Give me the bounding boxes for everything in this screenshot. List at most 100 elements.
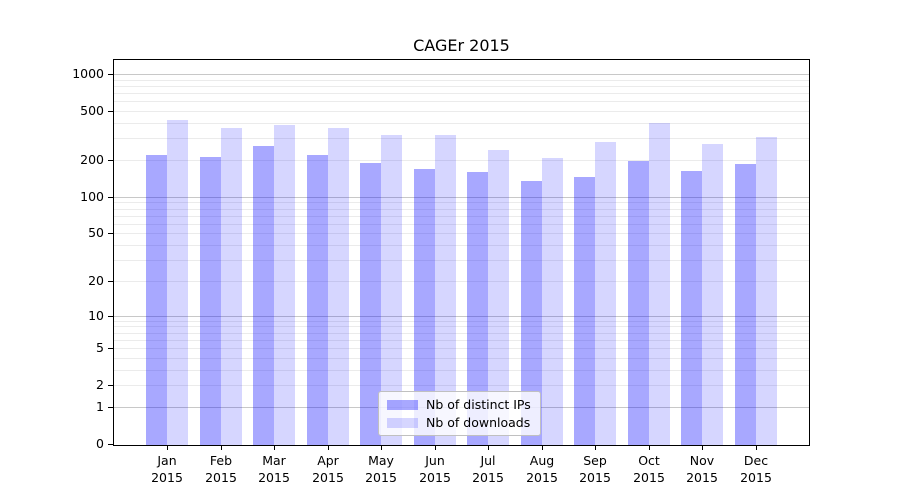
bar-jul-downloads	[488, 150, 509, 445]
y-tick-label-10: 10	[88, 308, 104, 323]
y-axis-tick	[108, 197, 113, 198]
x-tick-label-sep: Sep 2015	[579, 453, 611, 485]
y-axis-tick	[108, 111, 113, 112]
y-axis-tick	[108, 233, 113, 234]
gridline	[114, 209, 809, 210]
gridline	[114, 321, 809, 322]
chart-title: CAGEr 2015	[413, 36, 510, 55]
gridline	[114, 385, 809, 386]
bar-apr-distinct-ips	[307, 155, 328, 445]
gridline	[114, 281, 809, 282]
x-axis-tick	[221, 446, 222, 450]
bar-oct-downloads	[649, 123, 670, 445]
y-axis-tick	[108, 385, 113, 386]
bar-sep-downloads	[595, 142, 616, 445]
gridline	[114, 333, 809, 334]
gridline	[114, 340, 809, 341]
x-tick-label-aug: Aug 2015	[526, 453, 558, 485]
y-axis-tick	[108, 281, 113, 282]
x-axis-tick	[488, 446, 489, 450]
gridline	[114, 74, 809, 75]
gridline	[114, 111, 809, 112]
y-tick-label-200: 200	[80, 152, 104, 167]
gridline	[114, 93, 809, 94]
x-tick-label-jul: Jul 2015	[472, 453, 504, 485]
legend-swatch-distinct-ips	[387, 399, 418, 410]
bar-jun-distinct-ips	[414, 169, 435, 445]
plot-area	[113, 59, 810, 446]
x-axis-tick	[328, 446, 329, 450]
y-tick-label-1: 1	[96, 399, 104, 414]
gridline	[114, 358, 809, 359]
y-tick-label-5: 5	[96, 340, 104, 355]
bar-dec-distinct-ips	[735, 164, 756, 445]
gridline	[114, 197, 809, 198]
bar-apr-downloads	[328, 128, 349, 445]
y-axis-tick	[108, 74, 113, 75]
bar-aug-distinct-ips	[521, 181, 542, 445]
bar-mar-downloads	[274, 125, 295, 445]
x-axis-tick	[702, 446, 703, 450]
legend-item-distinct-ips: Nb of distinct IPs	[387, 397, 531, 412]
bar-feb-distinct-ips	[200, 157, 221, 445]
gridline	[114, 123, 809, 124]
x-tick-label-may: May 2015	[365, 453, 397, 485]
gridline	[114, 245, 809, 246]
legend-label-distinct-ips: Nb of distinct IPs	[426, 397, 531, 412]
x-tick-label-dec: Dec 2015	[740, 453, 772, 485]
x-tick-label-mar: Mar 2015	[258, 453, 290, 485]
gridline	[114, 216, 809, 217]
x-axis-tick	[542, 446, 543, 450]
y-axis-tick	[108, 348, 113, 349]
bar-jul-distinct-ips	[467, 172, 488, 445]
bar-jun-downloads	[435, 135, 456, 445]
x-axis-tick	[381, 446, 382, 450]
x-tick-label-apr: Apr 2015	[312, 453, 344, 485]
gridline	[114, 80, 809, 81]
gridline	[114, 138, 809, 139]
gridline	[114, 224, 809, 225]
bar-mar-distinct-ips	[253, 146, 274, 445]
gridline	[114, 326, 809, 327]
bar-dec-downloads	[756, 137, 777, 445]
x-axis-tick	[756, 446, 757, 450]
gridline	[114, 260, 809, 261]
x-axis-tick	[595, 446, 596, 450]
y-axis-tick	[108, 407, 113, 408]
bar-nov-distinct-ips	[681, 171, 702, 445]
x-tick-label-oct: Oct 2015	[633, 453, 665, 485]
x-tick-label-nov: Nov 2015	[686, 453, 718, 485]
bar-oct-distinct-ips	[628, 161, 649, 445]
y-tick-label-0: 0	[96, 436, 104, 451]
legend: Nb of distinct IPs Nb of downloads	[378, 391, 541, 436]
bar-may-distinct-ips	[360, 163, 381, 445]
bar-may-downloads	[381, 135, 402, 445]
y-tick-label-20: 20	[88, 273, 104, 288]
y-tick-label-2: 2	[96, 377, 104, 392]
bar-aug-downloads	[542, 158, 563, 445]
bar-jan-downloads	[167, 120, 188, 445]
x-tick-label-feb: Feb 2015	[205, 453, 237, 485]
x-axis-tick	[435, 446, 436, 450]
y-tick-label-500: 500	[80, 103, 104, 118]
bar-nov-downloads	[702, 144, 723, 445]
y-axis-tick	[108, 316, 113, 317]
gridline	[114, 101, 809, 102]
x-axis-tick	[649, 446, 650, 450]
x-tick-label-jun: Jun 2015	[419, 453, 451, 485]
legend-item-downloads: Nb of downloads	[387, 415, 531, 430]
bar-jan-distinct-ips	[146, 155, 167, 445]
gridline	[114, 348, 809, 349]
y-tick-label-100: 100	[80, 189, 104, 204]
gridline	[114, 86, 809, 87]
bar-sep-distinct-ips	[574, 177, 595, 445]
y-tick-label-50: 50	[88, 225, 104, 240]
legend-swatch-downloads	[387, 417, 418, 428]
gridline	[114, 316, 809, 317]
bar-feb-downloads	[221, 128, 242, 445]
gridline	[114, 370, 809, 371]
y-axis-tick	[108, 160, 113, 161]
x-axis-tick	[274, 446, 275, 450]
gridline	[114, 233, 809, 234]
